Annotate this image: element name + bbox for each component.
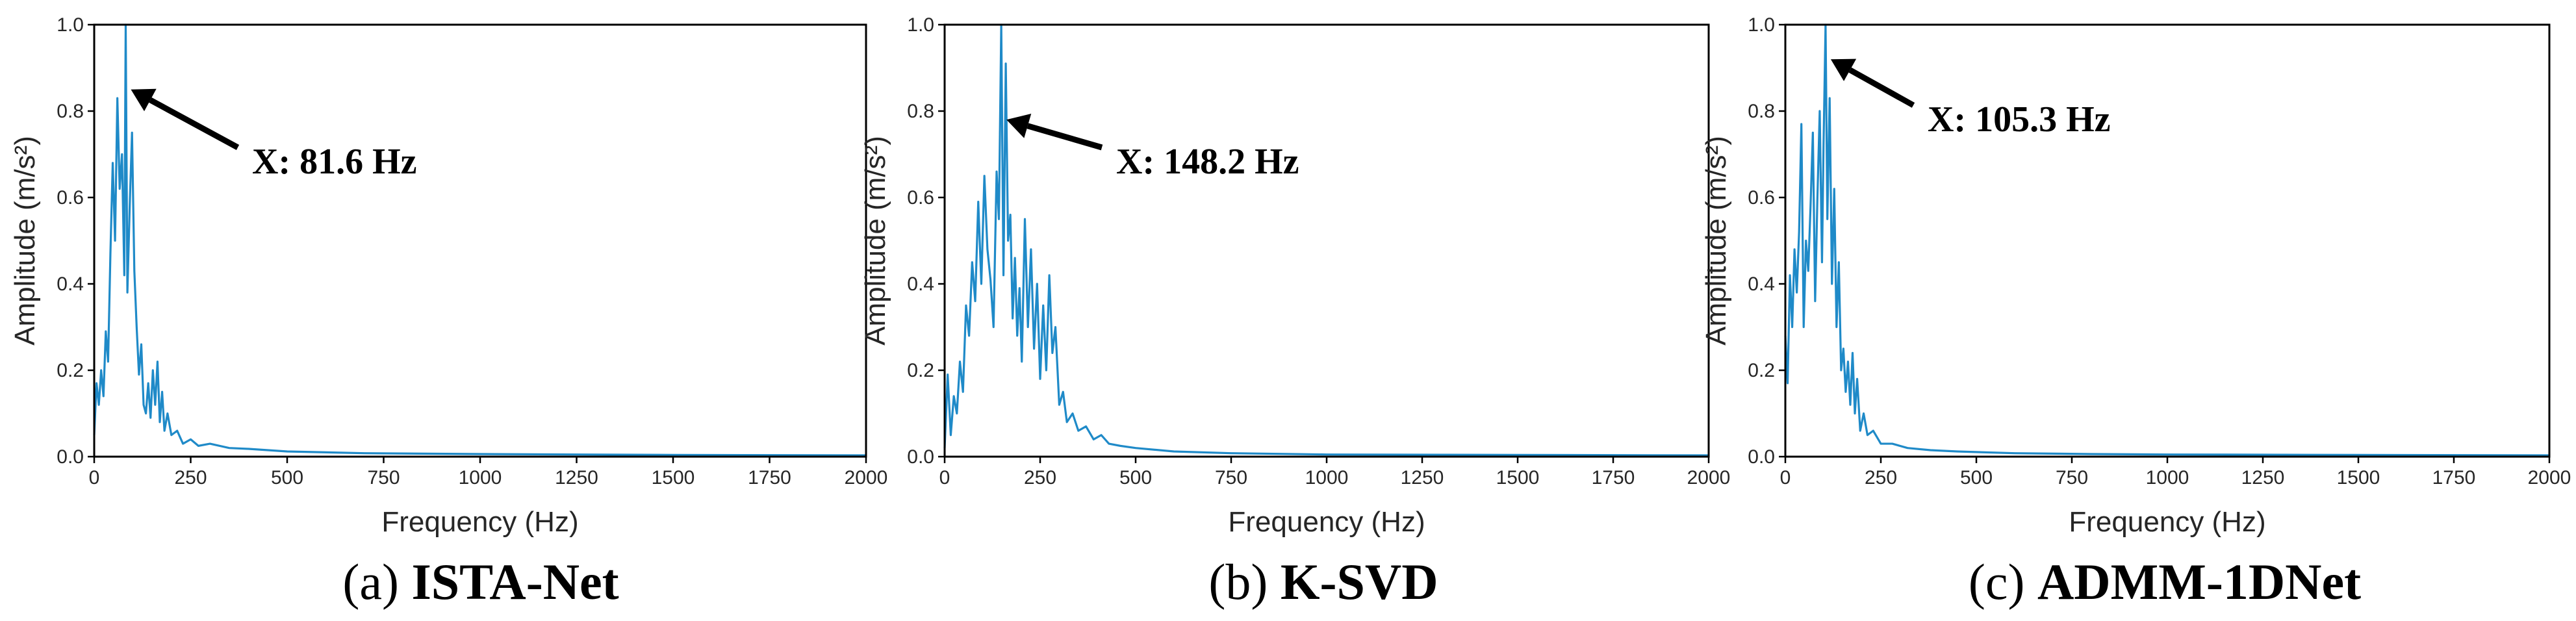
y-tick-label: 0.0 bbox=[1748, 446, 1775, 468]
series-line-spectrum bbox=[1784, 23, 2550, 457]
x-tick-label: 0 bbox=[1780, 467, 1791, 488]
y-tick-label: 0.4 bbox=[57, 273, 84, 295]
x-tick-label: 1750 bbox=[2432, 467, 2476, 488]
x-tick-label: 1500 bbox=[2337, 467, 2380, 488]
series-line-spectrum bbox=[93, 23, 867, 457]
x-tick-label: 1250 bbox=[555, 467, 598, 488]
x-axis-label: Frequency (Hz) bbox=[1228, 506, 1425, 538]
x-tick-label: 1750 bbox=[748, 467, 791, 488]
x-tick-label: 250 bbox=[1865, 467, 1897, 488]
x-tick-label: 1000 bbox=[1305, 467, 1349, 488]
x-tick-label: 0 bbox=[89, 467, 100, 488]
panel-caption-letter: (c) bbox=[1969, 553, 2037, 610]
y-tick-label: 1.0 bbox=[57, 14, 84, 36]
y-tick-label: 0.6 bbox=[57, 187, 84, 209]
y-tick-label: 0.6 bbox=[907, 187, 934, 209]
panel-caption-name: ISTA-Net bbox=[411, 553, 618, 610]
annotation-arrow-shaft bbox=[1848, 67, 1915, 108]
y-tick-label: 0.4 bbox=[907, 273, 934, 295]
x-tick-label: 1000 bbox=[459, 467, 502, 488]
panel-caption: (a) ISTA-Net bbox=[342, 553, 618, 610]
y-tick-label: 0.6 bbox=[1748, 187, 1775, 209]
y-tick-label: 1.0 bbox=[907, 14, 934, 36]
y-tick-label: 0.2 bbox=[907, 360, 934, 381]
y-axis-label: Amplitude (m/s²) bbox=[860, 136, 891, 346]
x-tick-label: 1250 bbox=[2241, 467, 2285, 488]
annotation-label: X: 105.3 Hz bbox=[1928, 99, 2111, 140]
chart-panel-3: 0 250 500 750 1000 1250 1500 1750 2000 0.0 0.2 0.4 0… bbox=[1700, 14, 2571, 610]
plot-frame bbox=[1784, 23, 2551, 458]
annotation-arrow-shaft bbox=[149, 97, 240, 150]
x-tick-label: 2000 bbox=[2528, 467, 2571, 488]
plot-frame bbox=[93, 23, 867, 458]
y-tick-label: 0.0 bbox=[907, 446, 934, 468]
x-tick-label: 0 bbox=[939, 467, 950, 488]
panel-caption-name: K-SVD bbox=[1281, 553, 1438, 610]
x-tick-label: 250 bbox=[1024, 467, 1056, 488]
x-tick-label: 750 bbox=[367, 467, 400, 488]
y-tick-label: 0.2 bbox=[1748, 360, 1775, 381]
chart-panel-1: 0 250 500 750 1000 1250 1500 1750 2000 0.0 0.2 0.4 0… bbox=[9, 14, 887, 610]
x-tick-label: 2000 bbox=[845, 467, 888, 488]
y-axis-label: Amplitude (m/s²) bbox=[1700, 136, 1732, 346]
x-tick-label: 1000 bbox=[2146, 467, 2189, 488]
x-tick-label: 1500 bbox=[652, 467, 695, 488]
panel-caption-letter: (b) bbox=[1208, 553, 1280, 610]
y-tick-label: 0.0 bbox=[57, 446, 84, 468]
y-tick-label: 0.4 bbox=[1748, 273, 1775, 295]
x-tick-label: 250 bbox=[174, 467, 207, 488]
annotation-label: X: 148.2 Hz bbox=[1116, 142, 1299, 182]
y-tick-label: 0.8 bbox=[57, 101, 84, 122]
panel-caption: (c) ADMM-1DNet bbox=[1969, 553, 2361, 610]
annotation-arrow-head bbox=[1006, 113, 1032, 138]
x-tick-label: 1250 bbox=[1401, 467, 1444, 488]
y-tick-label: 0.8 bbox=[907, 101, 934, 122]
x-tick-label: 500 bbox=[271, 467, 303, 488]
x-tick-label: 1500 bbox=[1496, 467, 1540, 488]
chart-panel-2: 0 250 500 750 1000 1250 1500 1750 2000 0.0 0.2 0.4 0… bbox=[860, 14, 1730, 610]
x-axis-label: Frequency (Hz) bbox=[381, 506, 578, 538]
y-axis-label: Amplitude (m/s²) bbox=[9, 136, 41, 346]
y-tick-label: 0.8 bbox=[1748, 101, 1775, 122]
x-tick-label: 500 bbox=[1960, 467, 1993, 488]
x-axis-label: Frequency (Hz) bbox=[2069, 506, 2265, 538]
annotation-arrow-head bbox=[1830, 58, 1857, 81]
panel-caption-name: ADMM-1DNet bbox=[2037, 553, 2361, 610]
x-tick-label: 2000 bbox=[1687, 467, 1731, 488]
annotation-arrow-shaft bbox=[1027, 123, 1103, 151]
x-tick-label: 750 bbox=[1215, 467, 1247, 488]
y-tick-label: 1.0 bbox=[1748, 14, 1775, 36]
x-tick-label: 500 bbox=[1119, 467, 1152, 488]
series-line-spectrum bbox=[943, 23, 1709, 457]
x-tick-label: 750 bbox=[2056, 467, 2088, 488]
panel-caption: (b) K-SVD bbox=[1208, 553, 1438, 610]
y-tick-label: 0.2 bbox=[57, 360, 84, 381]
x-tick-label: 1750 bbox=[1592, 467, 1635, 488]
annotation-arrow-head bbox=[131, 88, 157, 112]
annotation-label: X: 81.6 Hz bbox=[252, 142, 417, 182]
panel-caption-letter: (a) bbox=[342, 553, 411, 610]
